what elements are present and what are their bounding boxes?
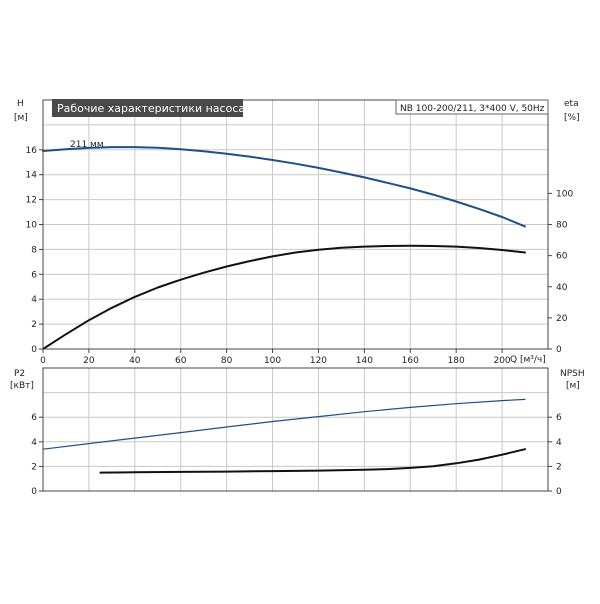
chart-title: Рабочие характеристики насоса [57,102,245,115]
x-tick-label: 0 [40,356,46,366]
model-label: NB 100-200/211, 3*400 V, 50Hz [400,104,545,114]
eta-tick-label: 80 [556,221,568,231]
x-tick-label: 120 [310,356,327,366]
npsh-tick-label: 6 [556,413,562,423]
p2-tick-label: 4 [31,438,37,448]
x-tick-label: 100 [264,356,281,366]
p2-axis-label: P2 [14,369,25,379]
eta-axis-unit: [%] [564,113,580,123]
h-axis-label: H [17,99,24,109]
npsh-axis-label: NPSH [560,369,585,379]
x-tick-label: 200 [493,356,510,366]
h-tick-label: 0 [31,345,37,355]
h-tick-label: 6 [31,270,37,280]
x-tick-label: 80 [221,356,233,366]
npsh-axis-unit: [м] [566,381,580,391]
h-tick-label: 10 [26,221,38,231]
bottom-plot-frame [42,367,549,492]
h-tick-label: 12 [26,196,37,206]
chart-title-box [52,99,243,117]
h-tick-label: 14 [26,171,38,181]
x-tick-label: 20 [83,356,95,366]
q-axis-label: Q [м³/ч] [510,355,546,365]
p2-tick-label: 0 [31,487,37,497]
h-tick-label: 8 [31,245,37,255]
h-tick-label: 16 [26,146,38,156]
npsh-tick-label: 2 [556,462,562,472]
npsh-curve-line [99,448,526,474]
efficiency-curve-line [42,244,526,350]
h-tick-label: 4 [31,295,37,305]
head-curve-line [42,146,526,228]
eta-tick-label: 20 [556,314,568,324]
h-tick-label: 2 [31,320,37,330]
p2-axis-unit: [кВт] [10,381,34,391]
h-axis-unit: [м] [14,113,28,123]
x-tick-label: 40 [129,356,141,366]
eta-axis-label: eta [564,99,579,109]
p2-tick-label: 6 [31,413,37,423]
model-label-box [395,99,549,115]
eta-tick-label: 40 [556,283,568,293]
x-tick-label: 160 [402,356,419,366]
eta-tick-label: 100 [556,189,573,199]
npsh-tick-label: 4 [556,438,562,448]
impeller-diameter-annotation: 211 мм [70,140,104,150]
eta-tick-label: 60 [556,252,568,262]
x-tick-label: 180 [448,356,465,366]
p2-tick-label: 2 [31,462,37,472]
eta-tick-label: 0 [556,345,562,355]
power-p2-curve-line [42,398,526,450]
x-tick-label: 60 [175,356,187,366]
x-tick-label: 140 [356,356,373,366]
npsh-tick-label: 0 [556,487,562,497]
